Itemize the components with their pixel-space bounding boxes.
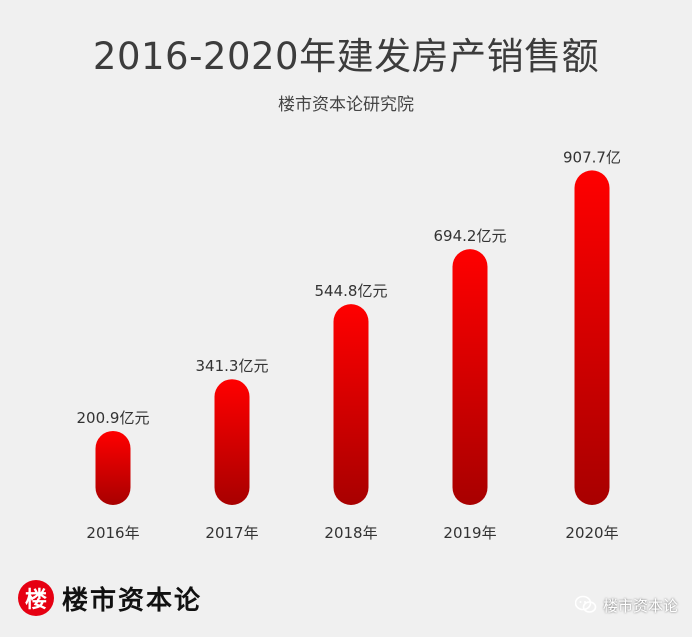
wechat-watermark: 楼市资本论 (574, 594, 678, 616)
bar-2 (333, 304, 369, 505)
bar-chart: 200.9亿元 2016年 341.3亿元 2017年 544.8亿元 2018年 694.… (77, 148, 621, 542)
bar-0 (95, 430, 131, 505)
brand-footer: 楼 楼市资本论 (18, 580, 202, 616)
bar-1 (214, 379, 250, 505)
data-label-1: 341.3亿元 (196, 357, 269, 375)
category-label-1: 2017年 (205, 524, 258, 542)
bars-group: 200.9亿元 2016年 341.3亿元 2017年 544.8亿元 2018年 694.… (77, 148, 621, 542)
brand-name: 楼市资本论 (62, 585, 203, 616)
chart-subtitle: 楼市资本论研究院 (278, 95, 414, 115)
chart-title: 2016-2020年建发房产销售额 (92, 35, 600, 78)
category-label-3: 2019年 (443, 524, 496, 542)
data-label-4: 907.7亿 (563, 148, 621, 166)
data-label-3: 694.2亿元 (434, 227, 507, 245)
data-label-2: 544.8亿元 (315, 282, 388, 300)
bar-4 (574, 170, 610, 505)
category-label-0: 2016年 (86, 524, 139, 542)
wechat-icon (574, 595, 597, 613)
data-label-0: 200.9亿元 (77, 409, 150, 427)
category-label-4: 2020年 (565, 524, 618, 542)
wechat-label: 楼市资本论 (602, 596, 678, 615)
category-label-2: 2018年 (324, 524, 377, 542)
bar-3 (452, 249, 488, 505)
brand-logo-icon: 楼 (18, 580, 54, 616)
